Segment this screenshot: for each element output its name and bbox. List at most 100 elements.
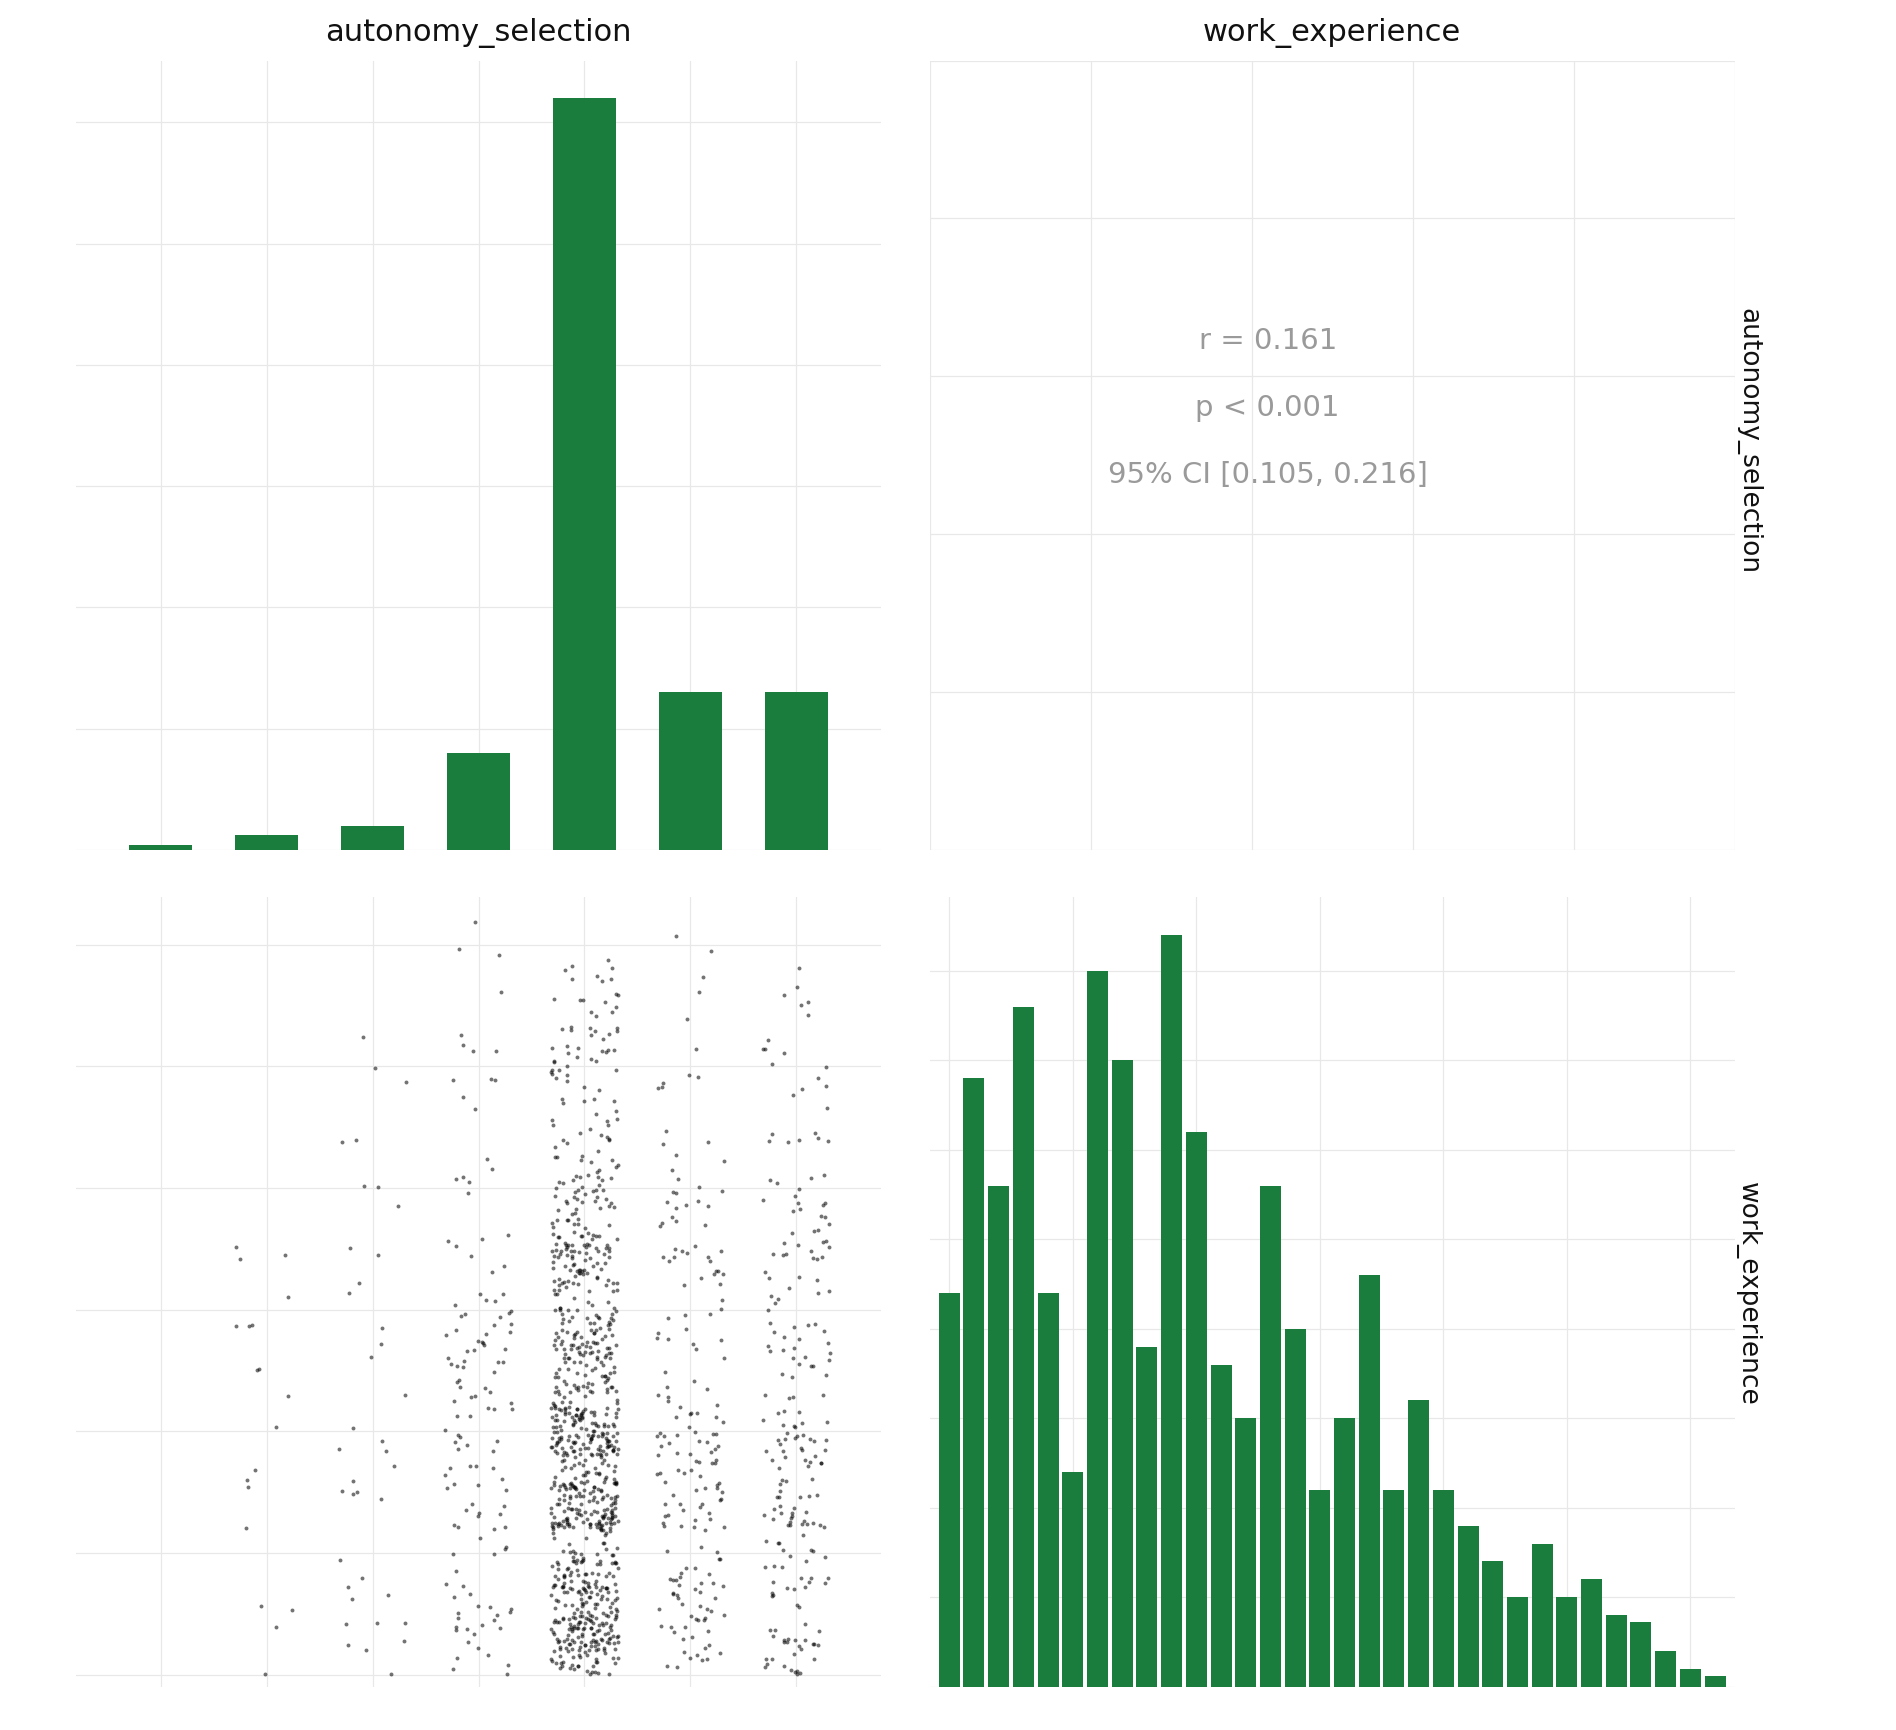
Point [468,1332,499,1360]
Point [332,1631,362,1659]
Point [603,1150,633,1178]
Point [601,1585,631,1612]
Point [764,1477,794,1505]
Bar [1507,1597,1528,1687]
Text: 95% CI [0.105, 0.216]: 95% CI [0.105, 0.216] [1107,460,1428,490]
Point [550,1341,580,1368]
Point [550,1336,580,1363]
Point [810,1436,840,1464]
Point [652,1652,683,1680]
Point [556,1611,586,1638]
Point [466,1225,497,1253]
Point [538,1111,569,1138]
Point [548,1090,578,1118]
Point [569,1576,599,1604]
Point [538,1605,569,1633]
Point [535,1614,565,1642]
Point [552,1187,582,1214]
Point [643,1074,673,1102]
Point [747,1187,777,1214]
Point [554,1631,584,1659]
Point [588,1502,618,1529]
Point [679,1367,709,1394]
Point [565,1578,595,1605]
Point [538,1470,569,1498]
Point [645,1432,675,1460]
Point [582,1263,612,1291]
Point [592,1602,622,1630]
Point [556,1650,586,1678]
Point [226,1246,256,1273]
Point [580,1355,611,1382]
Point [576,1426,607,1453]
Point [465,1280,495,1308]
Point [557,1270,588,1298]
Point [557,1242,588,1270]
Point [686,1265,717,1292]
Point [684,1427,715,1455]
Point [593,1237,624,1265]
Point [580,1571,611,1599]
Bar [1185,1131,1206,1687]
Point [487,1465,518,1493]
Point [559,1348,590,1375]
Point [580,1047,611,1074]
Point [446,1301,476,1329]
Point [576,1424,607,1451]
Point [582,1540,612,1567]
Point [683,1400,713,1427]
Point [554,1266,584,1294]
Point [544,1490,574,1517]
Point [804,1510,834,1538]
Point [550,1396,580,1424]
Point [578,1318,609,1346]
Point [546,1310,576,1337]
Point [550,1268,580,1296]
Point [580,1628,611,1656]
Point [482,1600,512,1628]
Point [233,1313,264,1341]
Point [540,1133,571,1161]
Point [548,1562,578,1590]
Point [554,1621,584,1649]
Point [779,1313,810,1341]
Point [578,1652,609,1680]
Point [654,1247,684,1275]
Point [544,1265,574,1292]
Point [538,1419,569,1446]
Point [537,1060,567,1088]
Point [554,1393,584,1420]
Point [550,1564,580,1592]
Point [686,1645,717,1673]
Point [703,1469,734,1496]
Point [552,1633,582,1661]
Point [544,1427,574,1455]
Point [561,1401,592,1429]
Point [794,1448,825,1476]
Point [540,1438,571,1465]
Point [789,1342,819,1370]
Point [755,1337,785,1365]
Point [601,1400,631,1427]
Point [573,1458,603,1486]
Point [593,1559,624,1586]
Point [584,1156,614,1183]
Point [548,1649,578,1676]
Point [489,1514,520,1541]
Point [580,1408,611,1436]
Point [595,1360,626,1387]
Point [495,1318,525,1346]
Point [681,1507,711,1535]
Point [569,1509,599,1536]
Point [459,1619,489,1647]
Point [700,1585,730,1612]
Point [692,1375,722,1403]
Point [540,1360,571,1387]
Point [652,1304,683,1332]
Point [552,1637,582,1664]
Point [442,1368,472,1396]
Point [472,1642,502,1669]
Point [696,1299,726,1327]
Point [601,1055,631,1083]
Point [777,1220,808,1247]
